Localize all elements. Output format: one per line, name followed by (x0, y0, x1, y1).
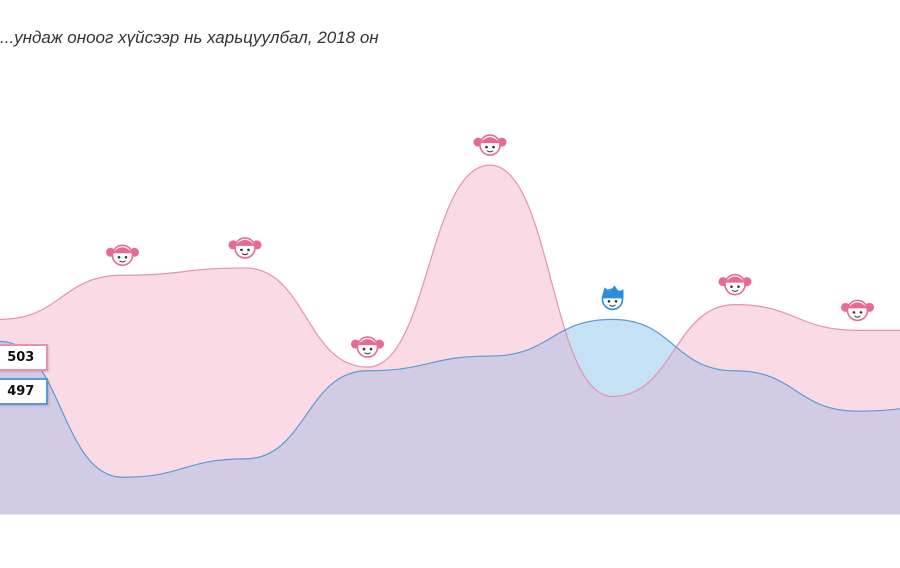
girl-face-icon (473, 134, 507, 156)
girl-face-icon (351, 336, 384, 358)
girl-face-icon (841, 299, 874, 322)
tooltip-boys-prefix: : (0, 384, 1, 399)
tooltip-boys-value: 497 (7, 384, 35, 399)
girl-face-icon (106, 244, 139, 267)
series-boys-line (0, 318, 900, 478)
tooltip-girls-prefix: : (0, 350, 1, 365)
tooltip-boys: :497 (0, 378, 49, 405)
tooltip-girls-value: 503 (7, 350, 35, 365)
boy-face-icon (601, 285, 624, 311)
markers-layer (106, 134, 874, 358)
girl-face-icon (228, 237, 262, 259)
girl-face-icon (718, 273, 752, 296)
tooltip-girls: :503 (0, 344, 49, 371)
chart-title: ...ундаж оноог хүйсээр нь харьцуулбал, 2… (0, 28, 379, 47)
series-girls-line (0, 164, 900, 398)
series-overlap-area (0, 319, 900, 514)
